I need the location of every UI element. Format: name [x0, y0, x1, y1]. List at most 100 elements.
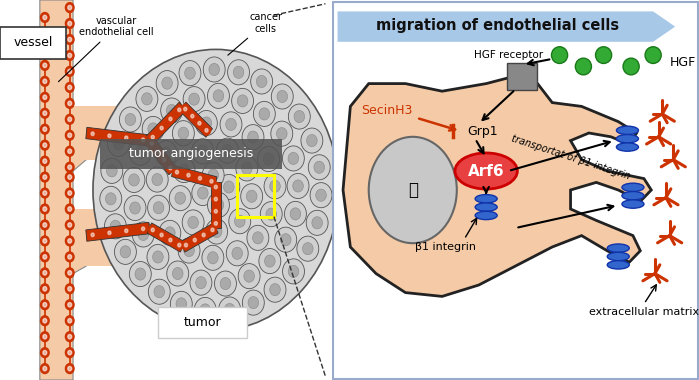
- Circle shape: [108, 134, 111, 138]
- Circle shape: [310, 183, 332, 208]
- Circle shape: [68, 5, 72, 10]
- Circle shape: [175, 170, 178, 174]
- Circle shape: [282, 146, 304, 171]
- Circle shape: [173, 158, 195, 183]
- Circle shape: [120, 107, 141, 132]
- Circle shape: [178, 127, 189, 139]
- Circle shape: [552, 47, 568, 63]
- Circle shape: [129, 174, 139, 186]
- Circle shape: [200, 230, 208, 239]
- Text: HGF receptor: HGF receptor: [474, 50, 542, 60]
- Circle shape: [213, 90, 224, 102]
- Circle shape: [150, 142, 153, 146]
- Circle shape: [159, 220, 181, 245]
- Circle shape: [43, 111, 47, 116]
- Circle shape: [139, 224, 147, 233]
- Circle shape: [41, 124, 49, 134]
- Circle shape: [157, 230, 166, 239]
- Circle shape: [66, 204, 74, 214]
- Circle shape: [301, 128, 323, 153]
- Polygon shape: [145, 137, 176, 175]
- Circle shape: [41, 220, 49, 230]
- Circle shape: [41, 156, 49, 166]
- Circle shape: [264, 174, 286, 199]
- Circle shape: [104, 214, 127, 239]
- Circle shape: [160, 233, 163, 237]
- Circle shape: [66, 146, 74, 156]
- Circle shape: [187, 173, 190, 177]
- Circle shape: [43, 79, 47, 84]
- Circle shape: [176, 298, 187, 310]
- Circle shape: [43, 175, 47, 179]
- Circle shape: [43, 127, 47, 131]
- Circle shape: [248, 296, 259, 309]
- FancyArrow shape: [338, 11, 675, 42]
- Text: Arf6: Arf6: [468, 163, 505, 179]
- Circle shape: [120, 246, 131, 258]
- Circle shape: [183, 87, 205, 112]
- Circle shape: [66, 98, 74, 108]
- Circle shape: [66, 114, 74, 124]
- Circle shape: [218, 174, 240, 200]
- Circle shape: [188, 112, 196, 121]
- Circle shape: [217, 138, 238, 163]
- Circle shape: [68, 149, 72, 154]
- Circle shape: [68, 302, 72, 307]
- Circle shape: [106, 228, 113, 238]
- Circle shape: [160, 155, 168, 165]
- Circle shape: [275, 227, 296, 252]
- Circle shape: [264, 255, 275, 267]
- Circle shape: [252, 232, 264, 244]
- Circle shape: [66, 3, 74, 13]
- Circle shape: [41, 284, 49, 294]
- Circle shape: [293, 180, 303, 192]
- Circle shape: [68, 207, 72, 211]
- Circle shape: [108, 231, 111, 234]
- Circle shape: [136, 86, 158, 111]
- Circle shape: [68, 271, 72, 275]
- Circle shape: [129, 140, 151, 165]
- Circle shape: [43, 239, 47, 243]
- Circle shape: [212, 195, 219, 204]
- Circle shape: [68, 101, 72, 106]
- Circle shape: [148, 279, 171, 304]
- Circle shape: [173, 120, 194, 146]
- Circle shape: [257, 75, 267, 87]
- Circle shape: [106, 131, 113, 140]
- Ellipse shape: [455, 153, 517, 189]
- Circle shape: [575, 58, 591, 75]
- Circle shape: [106, 165, 117, 177]
- Circle shape: [41, 92, 49, 102]
- Circle shape: [43, 159, 47, 163]
- Circle shape: [191, 114, 194, 118]
- Circle shape: [277, 90, 287, 103]
- Circle shape: [66, 300, 74, 310]
- Circle shape: [138, 228, 149, 241]
- Circle shape: [41, 300, 49, 310]
- Ellipse shape: [622, 192, 644, 200]
- Circle shape: [171, 291, 192, 317]
- Polygon shape: [73, 106, 150, 160]
- Circle shape: [41, 204, 49, 214]
- Circle shape: [181, 105, 189, 114]
- Circle shape: [179, 60, 201, 86]
- Circle shape: [154, 147, 162, 156]
- Circle shape: [43, 191, 47, 195]
- Circle shape: [142, 116, 164, 141]
- Circle shape: [157, 124, 166, 133]
- Circle shape: [308, 155, 330, 180]
- Circle shape: [41, 252, 49, 262]
- Circle shape: [208, 169, 219, 181]
- Circle shape: [43, 47, 47, 52]
- Circle shape: [154, 286, 164, 298]
- Circle shape: [277, 128, 287, 140]
- Circle shape: [89, 230, 96, 239]
- Circle shape: [41, 60, 49, 70]
- Polygon shape: [180, 223, 218, 252]
- Circle shape: [212, 207, 219, 216]
- Circle shape: [122, 226, 130, 235]
- Circle shape: [130, 202, 140, 214]
- Circle shape: [147, 123, 159, 135]
- Circle shape: [209, 63, 219, 76]
- Circle shape: [66, 82, 74, 92]
